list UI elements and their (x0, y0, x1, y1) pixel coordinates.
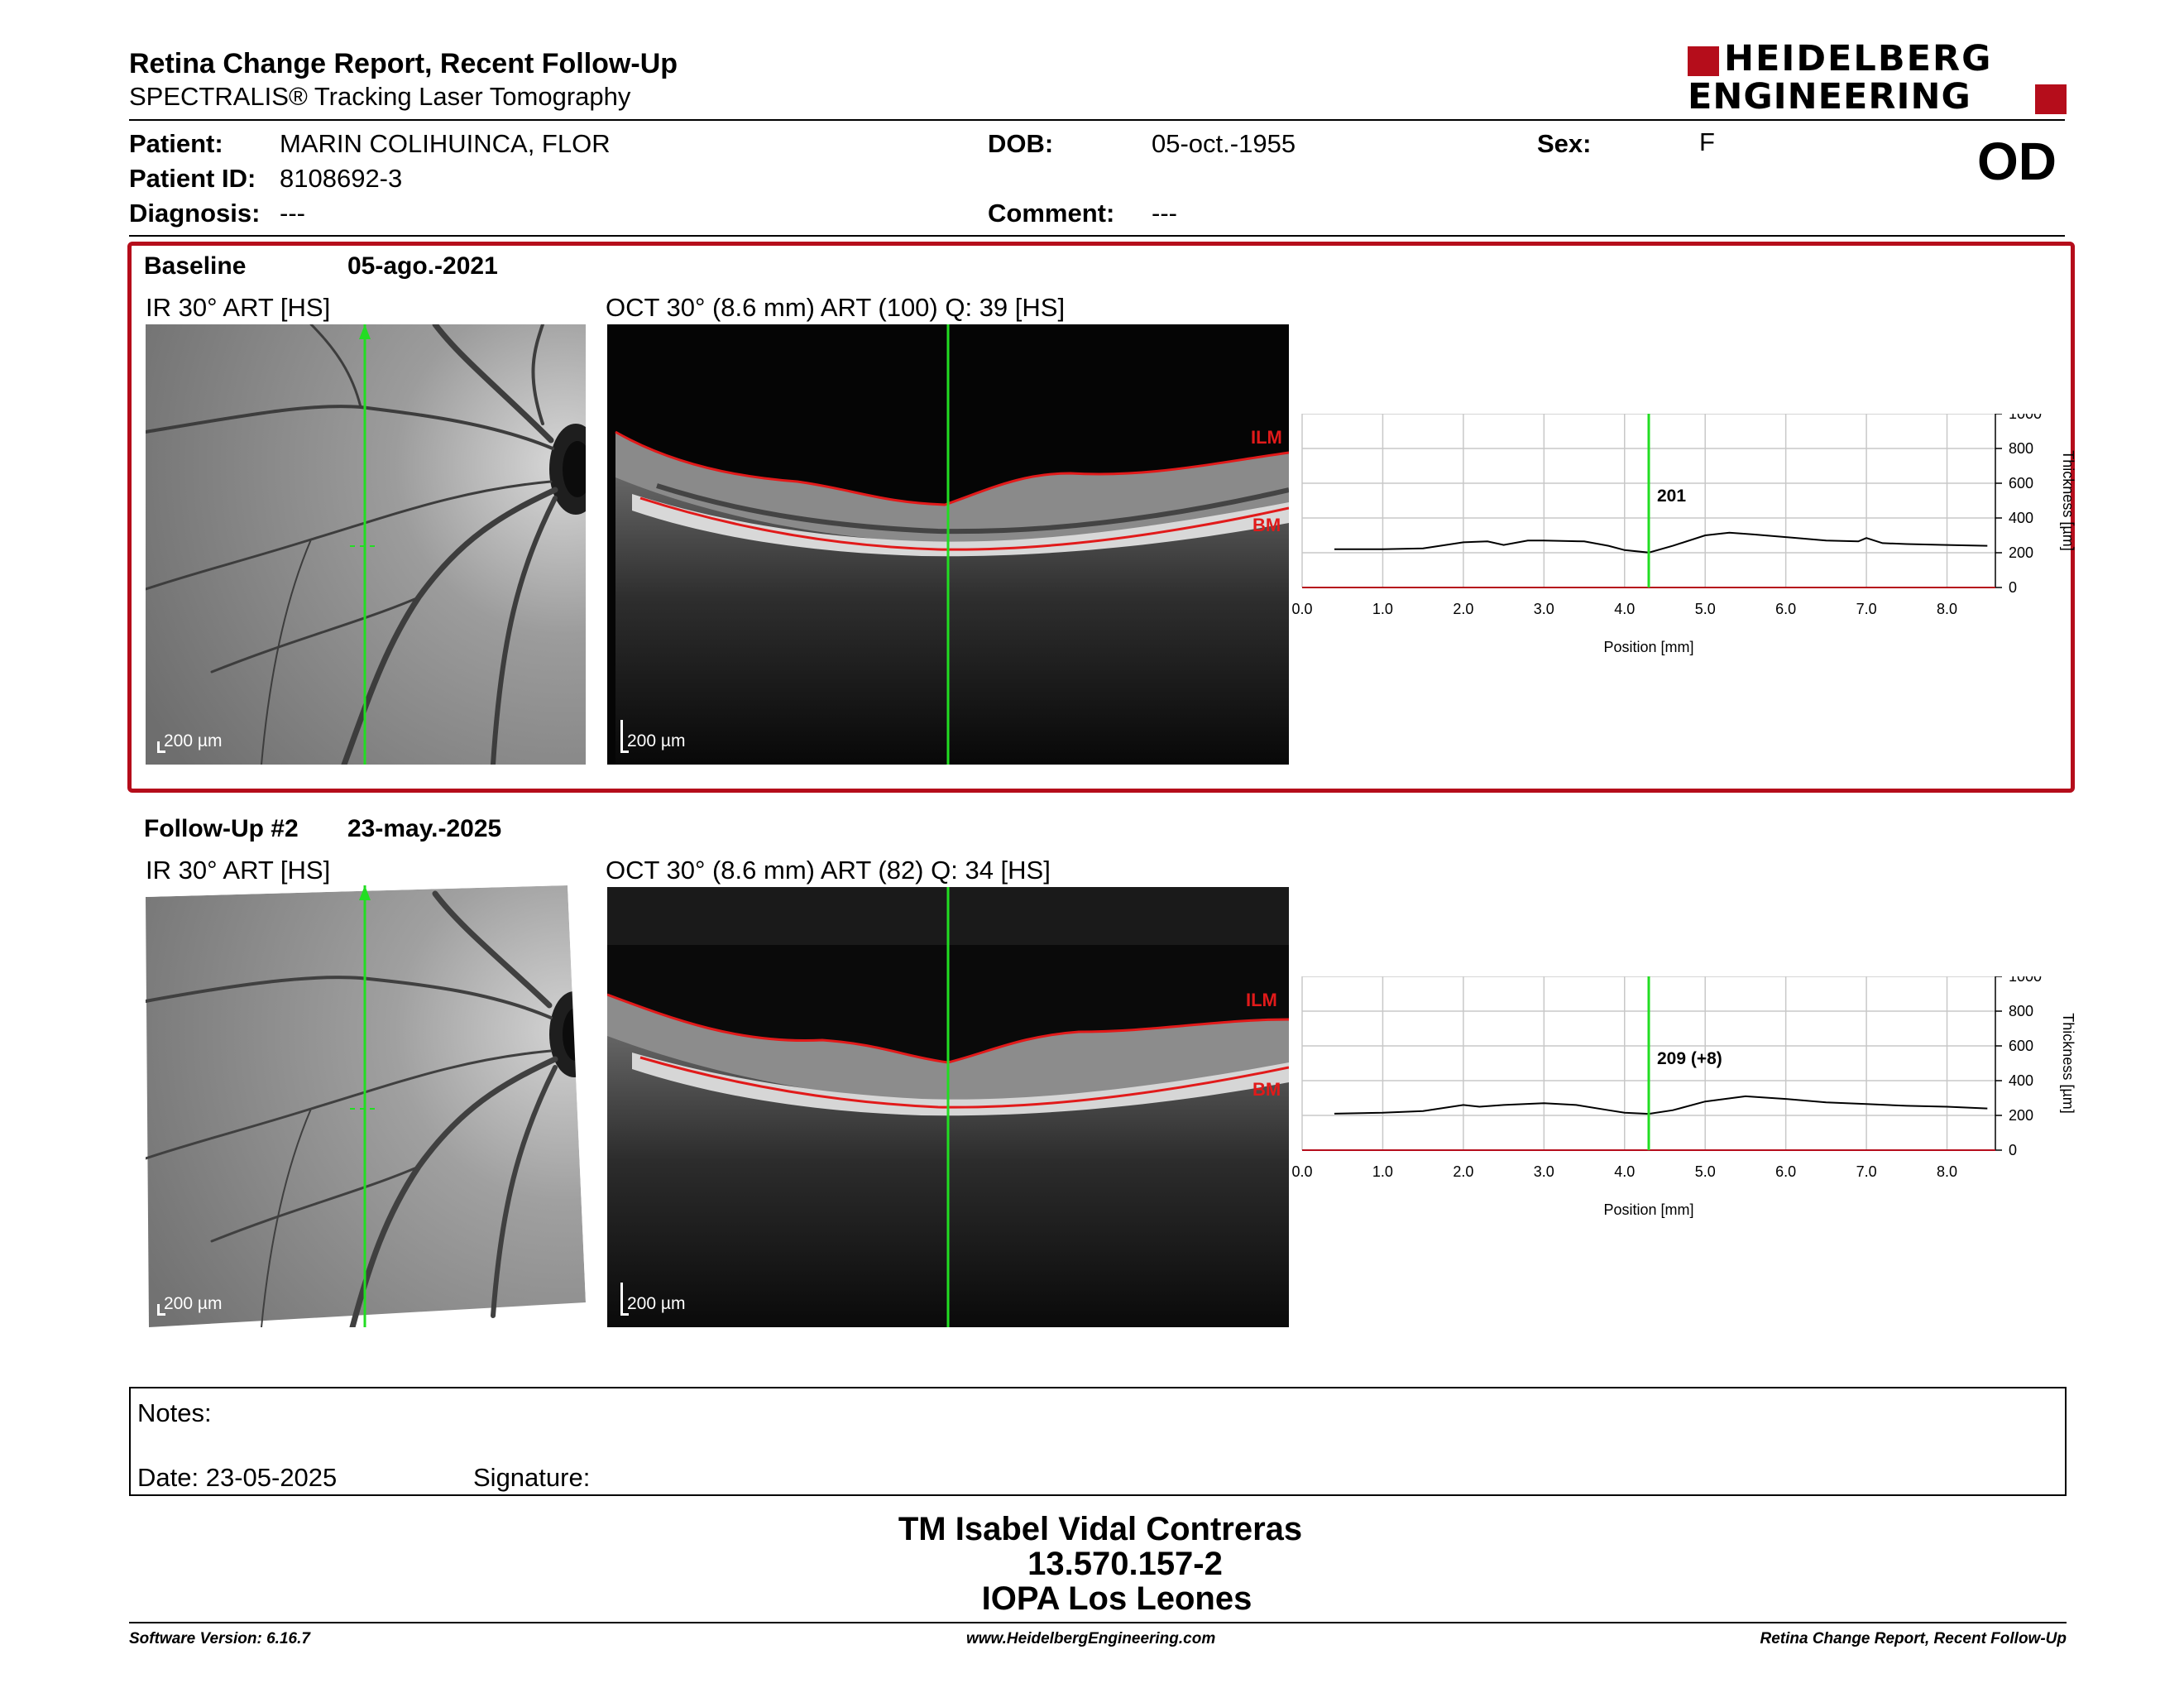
website-link[interactable]: www.HeidelbergEngineering.com (966, 1630, 1216, 1647)
x-tick-label: 4.0 (1614, 1163, 1635, 1180)
notes-label: Notes: (137, 1398, 212, 1427)
y-tick-label: 200 (2009, 1107, 2033, 1124)
followup-ilm-label: ILM (1246, 990, 1277, 1010)
x-tick-label: 3.0 (1534, 601, 1554, 617)
baseline-ir-caption: IR 30° ART [HS] (146, 293, 331, 322)
baseline-panel (127, 242, 2075, 793)
y-tick-label: 800 (2009, 440, 2033, 457)
diagnosis-label: Diagnosis: (129, 199, 261, 228)
thickness-line (1334, 1095, 1988, 1115)
y-tick-label: 0 (2009, 579, 2017, 596)
diagnosis-value: --- (280, 199, 305, 228)
x-tick-label: 8.0 (1937, 601, 1957, 617)
report-subtitle: SPECTRALIS® Tracking Laser Tomography (129, 82, 631, 111)
y-tick-label: 0 (2009, 1142, 2017, 1158)
y-axis-label: Thickness [µm] (2060, 1013, 2076, 1113)
baseline-label: Baseline (144, 252, 247, 280)
x-axis-label: Position [mm] (1603, 1201, 1693, 1218)
comment-value: --- (1152, 199, 1177, 228)
comment-label: Comment: (988, 199, 1115, 228)
x-tick-label: 6.0 (1775, 601, 1796, 617)
followup-thickness-chart: 0.0 1.0 2.0 3.0 4.0 5.0 6.0 7.0 8.0 0 200 400 600 800… (1291, 968, 2085, 1241)
baseline-oct-caption: OCT 30° (8.6 mm) ART (100) Q: 39 [HS] (606, 293, 1066, 322)
x-tick-label: 7.0 (1856, 601, 1877, 617)
x-tick-label: 7.0 (1856, 1163, 1877, 1180)
followup-bm-label: BM (1252, 1079, 1281, 1100)
y-tick-label: 400 (2009, 510, 2033, 526)
y-tick-label: 200 (2009, 544, 2033, 561)
followup-label: Follow-Up #2 (144, 815, 299, 842)
y-tick-label: 1000 (2009, 976, 2042, 985)
followup-oct-scale: 200 µm (627, 1294, 686, 1313)
y-tick-label: 1000 (2009, 414, 2042, 422)
followup-ir-scale: 200 µm (164, 1294, 223, 1313)
y-axis-label: Thickness [µm] (2060, 450, 2076, 550)
dob-value: 05-oct.-1955 (1152, 129, 1296, 158)
footer-report-name: Retina Change Report, Recent Follow-Up (1760, 1630, 2067, 1647)
x-tick-label: 2.0 (1453, 1163, 1473, 1180)
x-tick-label: 1.0 (1372, 1163, 1393, 1180)
baseline-bm-label: BM (1252, 515, 1281, 535)
sex-value: F (1699, 127, 1715, 156)
y-tick-label: 400 (2009, 1072, 2033, 1089)
baseline-oct-scale: 200 µm (627, 731, 686, 750)
baseline-date: 05-ago.-2021 (347, 252, 498, 280)
signer-institution: IOPA Los Leones (981, 1580, 1252, 1617)
followup-ir-caption: IR 30° ART [HS] (146, 856, 331, 885)
patient-label: Patient: (129, 129, 223, 158)
x-tick-label: 1.0 (1372, 601, 1393, 617)
dob-label: DOB: (988, 129, 1054, 158)
x-tick-label: 4.0 (1614, 601, 1635, 617)
patient-name: MARIN COLIHUINCA, FLOR (280, 129, 611, 158)
thickness-line (1334, 531, 1988, 554)
followup-date: 23-may.-2025 (347, 815, 502, 842)
y-tick-label: 600 (2009, 1038, 2033, 1054)
patient-id: 8108692-3 (280, 164, 403, 193)
y-tick-label: 800 (2009, 1003, 2033, 1019)
y-tick-label: 600 (2009, 475, 2033, 492)
notes-box: Notes: Date: 23-05-2025 Signature: (129, 1387, 2067, 1496)
patient-id-label: Patient ID: (129, 164, 256, 193)
software-version: Software Version: 6.16.7 (129, 1630, 310, 1647)
x-tick-label: 2.0 (1453, 601, 1473, 617)
heidelberg-logo: HEIDELBERG ENGINEERING (1688, 40, 2068, 117)
baseline-ir-image: 200 µm (146, 324, 586, 765)
report-title: Retina Change Report, Recent Follow-Up (129, 48, 678, 79)
baseline-thickness-chart: 0.0 1.0 2.0 3.0 4.0 5.0 6.0 7.0 8.0 0 200 400 600 800… (1291, 405, 2085, 679)
x-tick-label: 0.0 (1291, 1163, 1312, 1180)
x-tick-label: 0.0 (1291, 601, 1312, 617)
eye-label: OD (1977, 132, 2057, 191)
sex-label: Sex: (1537, 129, 1592, 158)
x-tick-label: 5.0 (1695, 601, 1716, 617)
signer-rut: 13.570.157-2 (1027, 1546, 1223, 1582)
x-tick-label: 3.0 (1534, 1163, 1554, 1180)
cursor-value-label: 209 (+8) (1657, 1049, 1722, 1068)
followup-ir-image: 200 µm (146, 885, 586, 1327)
notes-date: Date: 23-05-2025 (137, 1463, 338, 1492)
x-tick-label: 6.0 (1775, 1163, 1796, 1180)
followup-oct-image: ILM BM 200 µm (607, 887, 1289, 1327)
baseline-ir-scale: 200 µm (164, 731, 223, 750)
cursor-value-label: 201 (1657, 487, 1686, 506)
x-axis-label: Position [mm] (1603, 639, 1693, 655)
signature-label: Signature: (473, 1463, 591, 1492)
x-tick-label: 5.0 (1695, 1163, 1716, 1180)
x-tick-label: 8.0 (1937, 1163, 1957, 1180)
signer-name: TM Isabel Vidal Contreras (898, 1511, 1303, 1547)
followup-oct-caption: OCT 30° (8.6 mm) ART (82) Q: 34 [HS] (606, 856, 1051, 885)
baseline-oct-image: ILM BM 200 µm (607, 324, 1289, 765)
baseline-ilm-label: ILM (1251, 427, 1282, 448)
